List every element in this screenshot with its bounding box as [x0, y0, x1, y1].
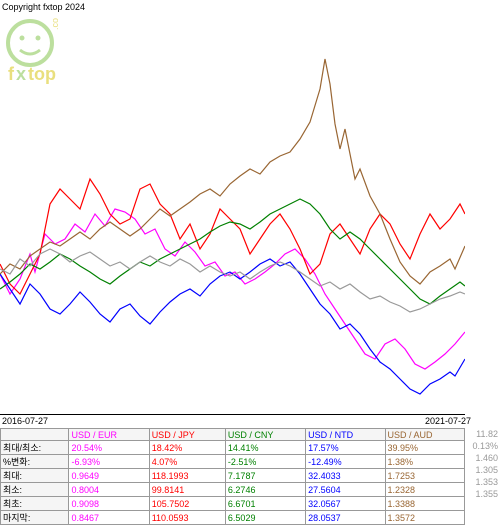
column-header: USD / NTD [306, 429, 385, 441]
table-cell: 0.9649 [69, 469, 149, 483]
row-label: 최소: [1, 483, 69, 497]
right-col-cell: 0.13% [472, 440, 500, 452]
table-cell: 1.38% [385, 455, 464, 469]
table-corner [1, 429, 69, 441]
table-cell: 32.4033 [306, 469, 385, 483]
table-cell: 6.6701 [225, 497, 305, 511]
table-cell: 28.0537 [306, 511, 385, 525]
table-cell: 6.2746 [225, 483, 305, 497]
row-label: 마지막: [1, 511, 69, 525]
line-chart [0, 14, 465, 414]
table-cell: 14.41% [225, 441, 305, 455]
copyright-text: Copyright fxtop 2024 [2, 2, 85, 12]
table-cell: 0.8004 [69, 483, 149, 497]
table-cell: 1.7253 [385, 469, 464, 483]
table-cell: -2.51% [225, 455, 305, 469]
table-cell: 18.42% [149, 441, 225, 455]
table-cell: 32.0567 [306, 497, 385, 511]
table-cell: 7.1787 [225, 469, 305, 483]
table-cell: -12.49% [306, 455, 385, 469]
table-cell: -6.93% [69, 455, 149, 469]
table-cell: 39.95% [385, 441, 464, 455]
row-label: 최대: [1, 469, 69, 483]
right-col-cell: 1.460 [472, 452, 500, 464]
table-cell: 1.3388 [385, 497, 464, 511]
table-cell: 105.7502 [149, 497, 225, 511]
right-column: 11.820.13%1.4601.3051.3531.355 [472, 428, 500, 500]
column-header: USD / CNY [225, 429, 305, 441]
table-cell: 118.1993 [149, 469, 225, 483]
stats-table: USD / EURUSD / JPYUSD / CNYUSD / NTDUSD … [0, 428, 465, 525]
right-col-cell: 11.82 [472, 428, 500, 440]
table-cell: 110.0593 [149, 511, 225, 525]
table-cell: 4.07% [149, 455, 225, 469]
table-cell: 0.9098 [69, 497, 149, 511]
table-cell: 6.5029 [225, 511, 305, 525]
table-cell: 99.8141 [149, 483, 225, 497]
table-cell: 0.8467 [69, 511, 149, 525]
chart-area [0, 14, 465, 415]
right-col-cell: 1.355 [472, 488, 500, 500]
column-header: USD / AUD [385, 429, 464, 441]
column-header: USD / EUR [69, 429, 149, 441]
table-cell: 27.5604 [306, 483, 385, 497]
row-label: 최대/최소: [1, 441, 69, 455]
row-label: 최초: [1, 497, 69, 511]
row-label: %변화: [1, 455, 69, 469]
table-cell: 20.54% [69, 441, 149, 455]
table-cell: 1.3572 [385, 511, 464, 525]
table-cell: 1.2328 [385, 483, 464, 497]
xaxis-start: 2016-07-27 [2, 416, 48, 426]
xaxis-end: 2021-07-27 [425, 416, 471, 426]
right-col-cell: 1.305 [472, 464, 500, 476]
column-header: USD / JPY [149, 429, 225, 441]
table-cell: 17.57% [306, 441, 385, 455]
right-col-cell: 1.353 [472, 476, 500, 488]
